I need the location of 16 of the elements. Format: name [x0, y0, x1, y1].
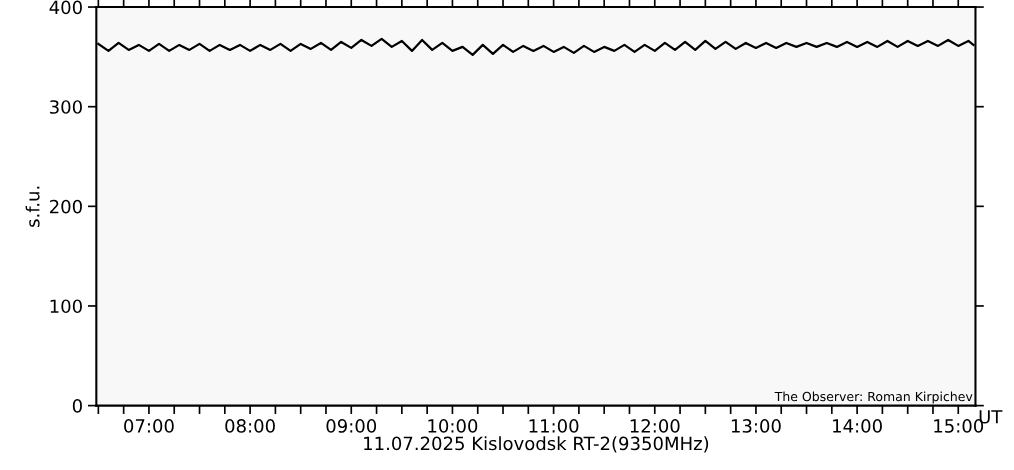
- x-tick-label: 10:00: [428, 419, 478, 433]
- y-tick-label: 200: [50, 199, 82, 214]
- x-axis-title: 11.07.2025 Kislovodsk RT-2(9350MHz): [364, 436, 709, 453]
- x-tick-label: 07:00: [124, 419, 174, 433]
- x-tick-label: 09:00: [326, 419, 377, 433]
- annotation: The Observer: Roman Kirpichev: [774, 391, 973, 404]
- y-axis-title: s.f.u.: [25, 186, 40, 227]
- y-tick-label: 300: [50, 100, 82, 114]
- y-tick-label: 0: [72, 399, 82, 413]
- x-tick-label: 08:00: [225, 419, 275, 433]
- x-tick-label: 14:00: [833, 419, 882, 433]
- x-tick-label: 13:00: [731, 419, 781, 433]
- x-tick-label: 12:00: [630, 419, 680, 433]
- x-tick-label: 11:00: [529, 419, 579, 433]
- y-tick-label: 100: [50, 299, 82, 314]
- y-tick-label: 400: [49, 0, 82, 15]
